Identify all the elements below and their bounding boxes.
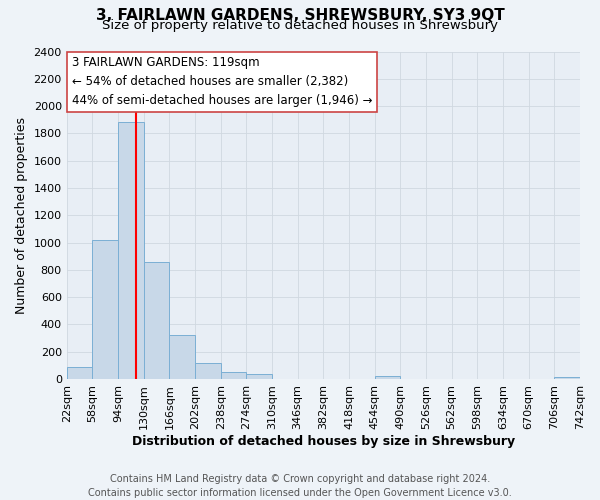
Text: 3 FAIRLAWN GARDENS: 119sqm
← 54% of detached houses are smaller (2,382)
44% of s: 3 FAIRLAWN GARDENS: 119sqm ← 54% of deta… [72, 56, 372, 108]
Bar [118, 122, 143, 379]
Bar [143, 262, 169, 379]
Bar [67, 366, 92, 379]
Bar [374, 376, 400, 379]
Text: Contains HM Land Registry data © Crown copyright and database right 2024.
Contai: Contains HM Land Registry data © Crown c… [88, 474, 512, 498]
Bar [92, 240, 118, 379]
Text: Size of property relative to detached houses in Shrewsbury: Size of property relative to detached ho… [102, 19, 498, 32]
Bar [169, 336, 195, 379]
Bar [554, 377, 580, 379]
Text: 3, FAIRLAWN GARDENS, SHREWSBURY, SY3 9QT: 3, FAIRLAWN GARDENS, SHREWSBURY, SY3 9QT [95, 8, 505, 22]
X-axis label: Distribution of detached houses by size in Shrewsbury: Distribution of detached houses by size … [132, 434, 515, 448]
Bar [247, 374, 272, 379]
Bar [221, 372, 247, 379]
Bar [195, 364, 221, 379]
Y-axis label: Number of detached properties: Number of detached properties [15, 116, 28, 314]
